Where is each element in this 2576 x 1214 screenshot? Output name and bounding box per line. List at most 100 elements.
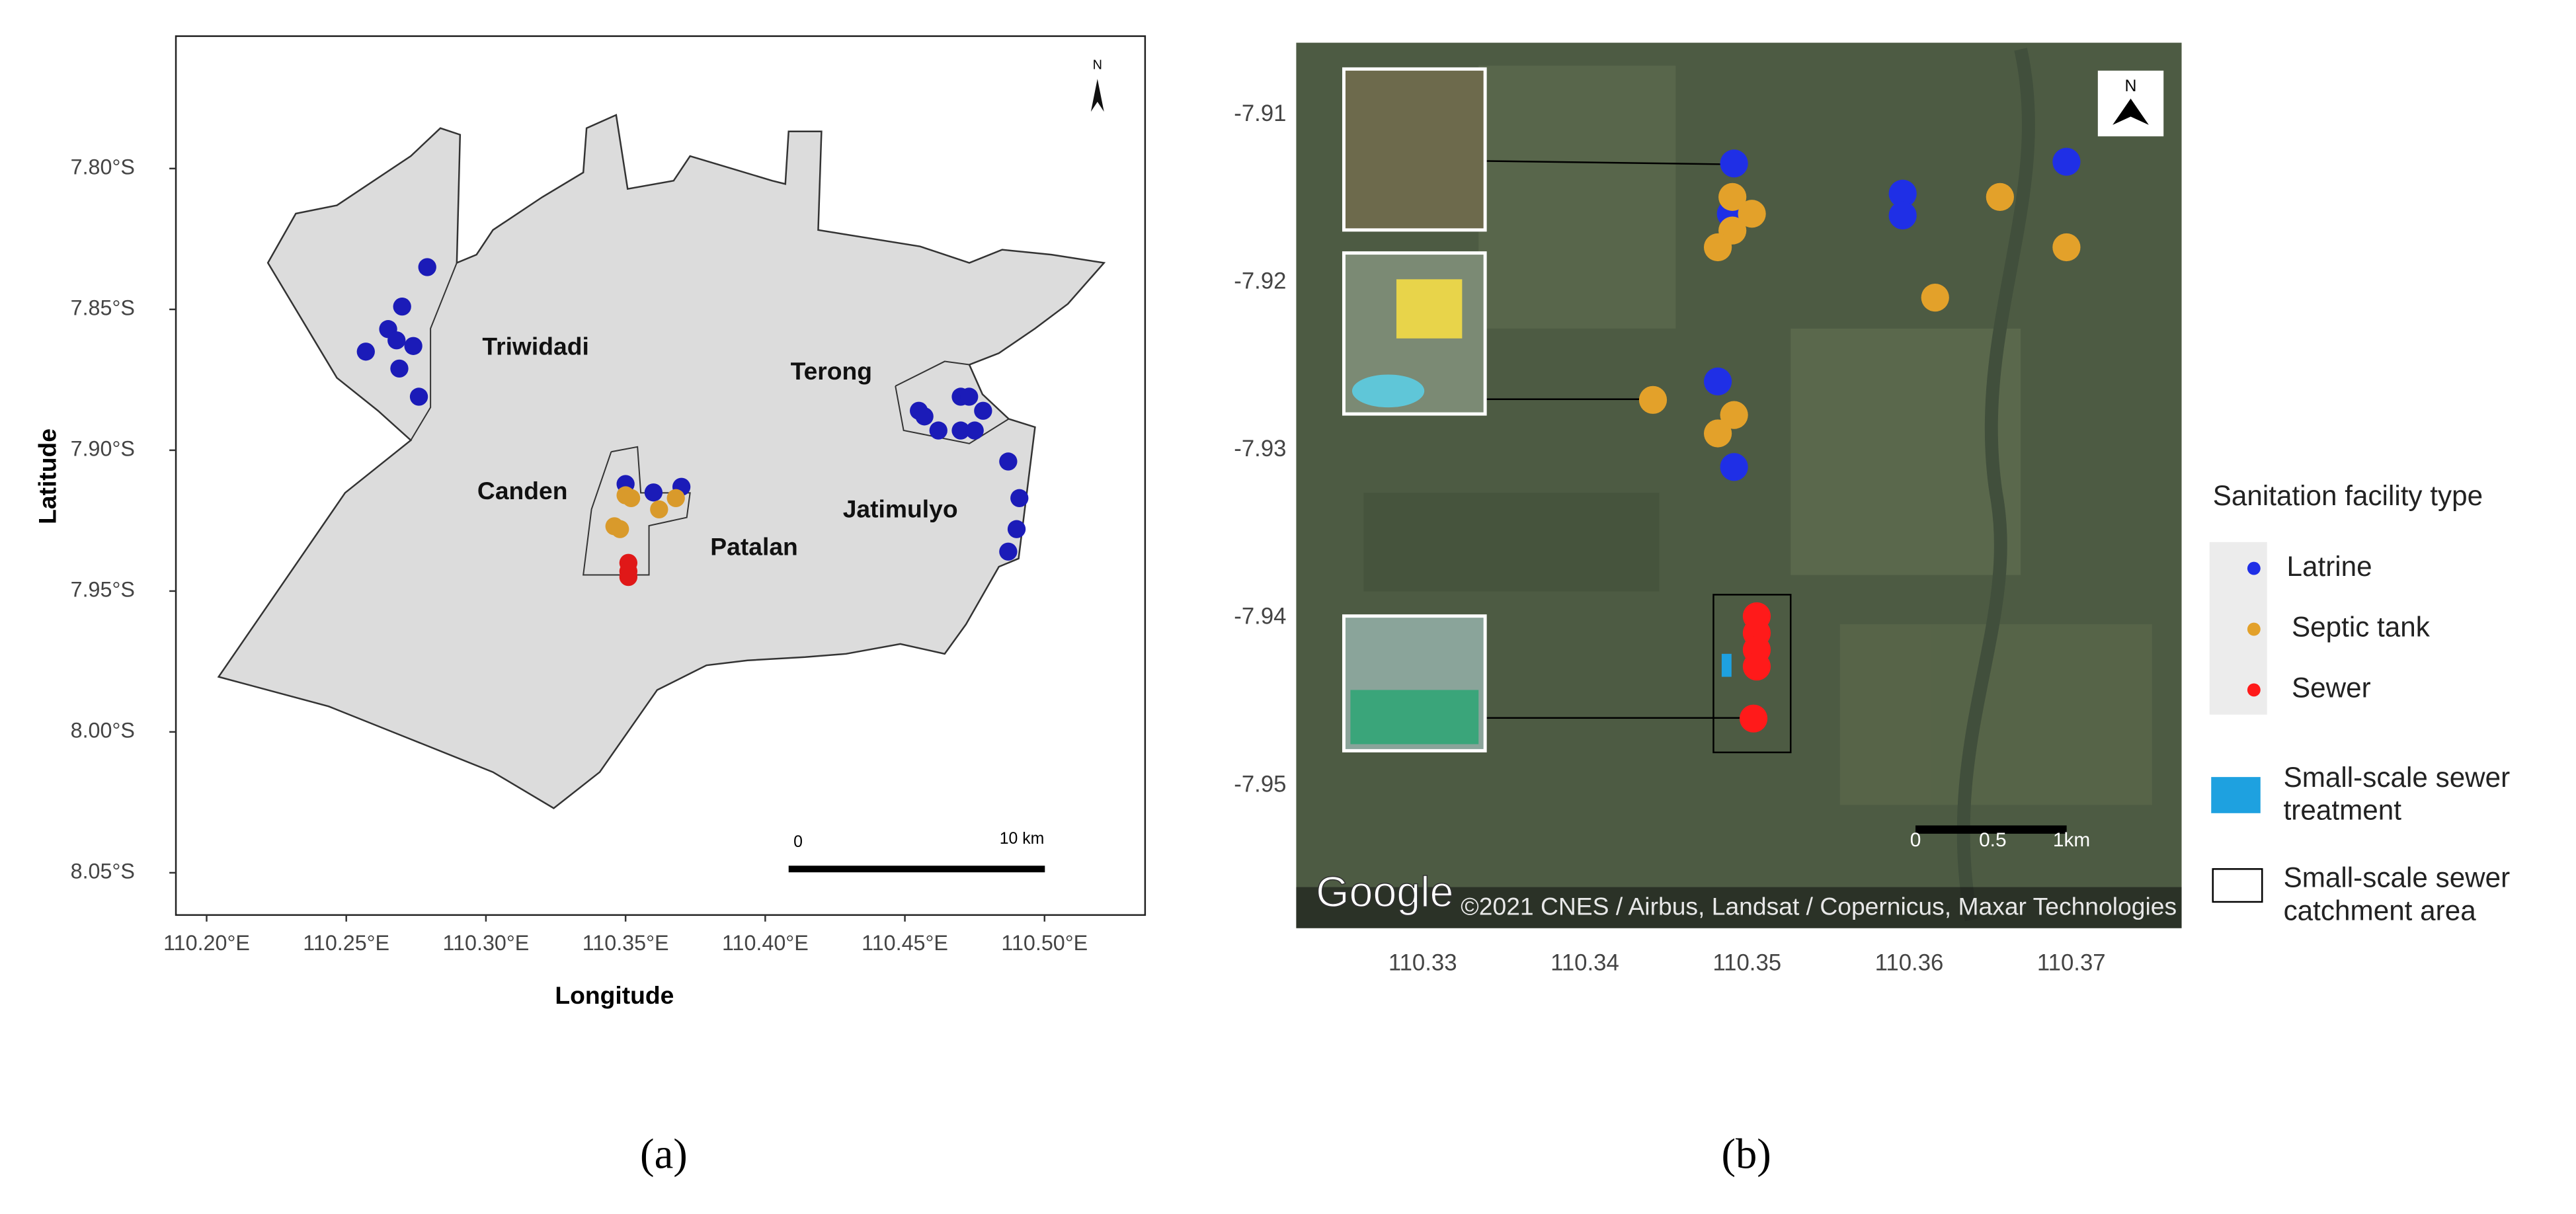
x-tick-label: 110.34 <box>1550 951 1619 976</box>
scale-label: 10 km <box>1000 830 1045 848</box>
point <box>622 489 641 507</box>
point <box>611 520 629 538</box>
scale-label: 0 <box>1910 829 1921 851</box>
y-tick-label: 7.90°S <box>71 436 135 460</box>
legend-label: Small-scale sewer treatment <box>2283 762 2511 827</box>
x-axis-title: Longitude <box>555 981 674 1009</box>
point <box>666 489 685 507</box>
x-tick-label: 110.25°E <box>303 931 389 955</box>
scale-label: 0 <box>793 833 803 851</box>
legend-key <box>2247 683 2261 697</box>
y-tick-label: 7.95°S <box>71 577 135 601</box>
catchment-area <box>1712 594 1792 754</box>
point <box>1703 367 1732 396</box>
point <box>999 542 1018 561</box>
y-tick-label: -7.94 <box>1234 604 1286 629</box>
attribution: ©2021 CNES / Airbus, Landsat / Copernicu… <box>1461 893 2177 920</box>
north-label: N <box>2125 77 2137 95</box>
x-tick-label: 110.36 <box>1875 951 1944 976</box>
north-arrow <box>1090 79 1104 112</box>
point <box>1742 652 1771 681</box>
x-tick-label: 110.20°E <box>163 931 250 955</box>
point <box>1739 704 1768 733</box>
terrain-texture <box>1363 48 2152 922</box>
x-tick-label: 110.35 <box>1712 951 1781 976</box>
y-tick-label: -7.93 <box>1234 436 1286 462</box>
point <box>999 452 1018 471</box>
y-tick-label: 7.80°S <box>71 155 135 179</box>
point <box>915 407 934 426</box>
panel-label: (a) <box>640 1129 688 1178</box>
point <box>619 567 638 587</box>
legend-label: Small-scale sewer catchment area <box>2283 862 2511 927</box>
map-logo: Google <box>1316 868 1453 916</box>
point <box>1921 283 1949 312</box>
point <box>650 500 668 519</box>
point <box>2052 233 2081 262</box>
legend-label: Septic tank <box>2292 612 2431 643</box>
x-tick-label: 110.50°E <box>1001 931 1088 955</box>
x-tick-label: 110.30°E <box>443 931 530 955</box>
point <box>960 387 979 406</box>
point <box>929 421 947 440</box>
y-tick-label: 8.05°S <box>71 859 135 883</box>
attribution-bar <box>1296 887 2182 928</box>
legend-item: Small-scale sewer catchment area <box>2283 862 2511 927</box>
point <box>1007 520 1026 538</box>
x-tick-label: 110.33 <box>1389 951 1457 976</box>
x-tick-label: 110.40°E <box>722 931 809 955</box>
point <box>951 421 970 440</box>
north-arrow <box>2113 99 2149 125</box>
point <box>1720 453 1748 481</box>
point <box>418 258 436 276</box>
legend-label: Sewer <box>2292 672 2371 704</box>
y-tick-label: 8.00°S <box>71 718 135 742</box>
region-label: Triwidadi <box>482 333 588 360</box>
point <box>1010 489 1029 507</box>
region-label: Canden <box>477 477 568 505</box>
y-tick-label: -7.92 <box>1234 268 1286 294</box>
point <box>409 387 428 406</box>
legend-title: Sanitation facility type <box>2213 480 2483 511</box>
legend-item: Small-scale sewer treatment <box>2283 762 2511 827</box>
point <box>393 297 411 316</box>
district-boundary <box>410 263 1010 576</box>
point <box>1720 401 1748 429</box>
x-tick-label: 110.35°E <box>583 931 669 955</box>
point <box>1718 182 1747 212</box>
point <box>1703 419 1732 448</box>
north-label: N <box>1093 58 1102 73</box>
point <box>387 331 406 350</box>
point <box>974 401 992 420</box>
legend-treatment-key <box>2211 777 2261 813</box>
treatment-site <box>1721 653 1732 677</box>
point <box>356 343 375 361</box>
point <box>390 359 409 378</box>
x-tick-label: 110.45°E <box>862 931 948 955</box>
point <box>1888 179 1917 208</box>
panel-label: (b) <box>1722 1129 1771 1178</box>
point <box>2052 147 2081 176</box>
point <box>404 337 423 355</box>
legend-key <box>2247 561 2261 575</box>
y-tick-label: 7.85°S <box>71 296 135 319</box>
legend-key <box>2247 622 2261 636</box>
scale-label: 0.5 <box>1979 829 2006 851</box>
scale-label: 1km <box>2053 829 2090 851</box>
region-label: Patalan <box>710 533 798 561</box>
legend-catchment-key <box>2212 868 2263 903</box>
point <box>1888 201 1917 229</box>
point <box>1638 385 1668 414</box>
point <box>644 483 663 502</box>
region-label: Jatimulyo <box>843 495 958 523</box>
point <box>1738 200 1766 228</box>
legend-label: Latrine <box>2287 551 2372 582</box>
point <box>1986 182 2014 212</box>
point <box>1720 149 1748 178</box>
region-label: Terong <box>791 357 872 385</box>
y-tick-label: -7.91 <box>1234 101 1286 126</box>
y-axis-title: Latitude <box>34 428 61 524</box>
point <box>1703 233 1732 262</box>
